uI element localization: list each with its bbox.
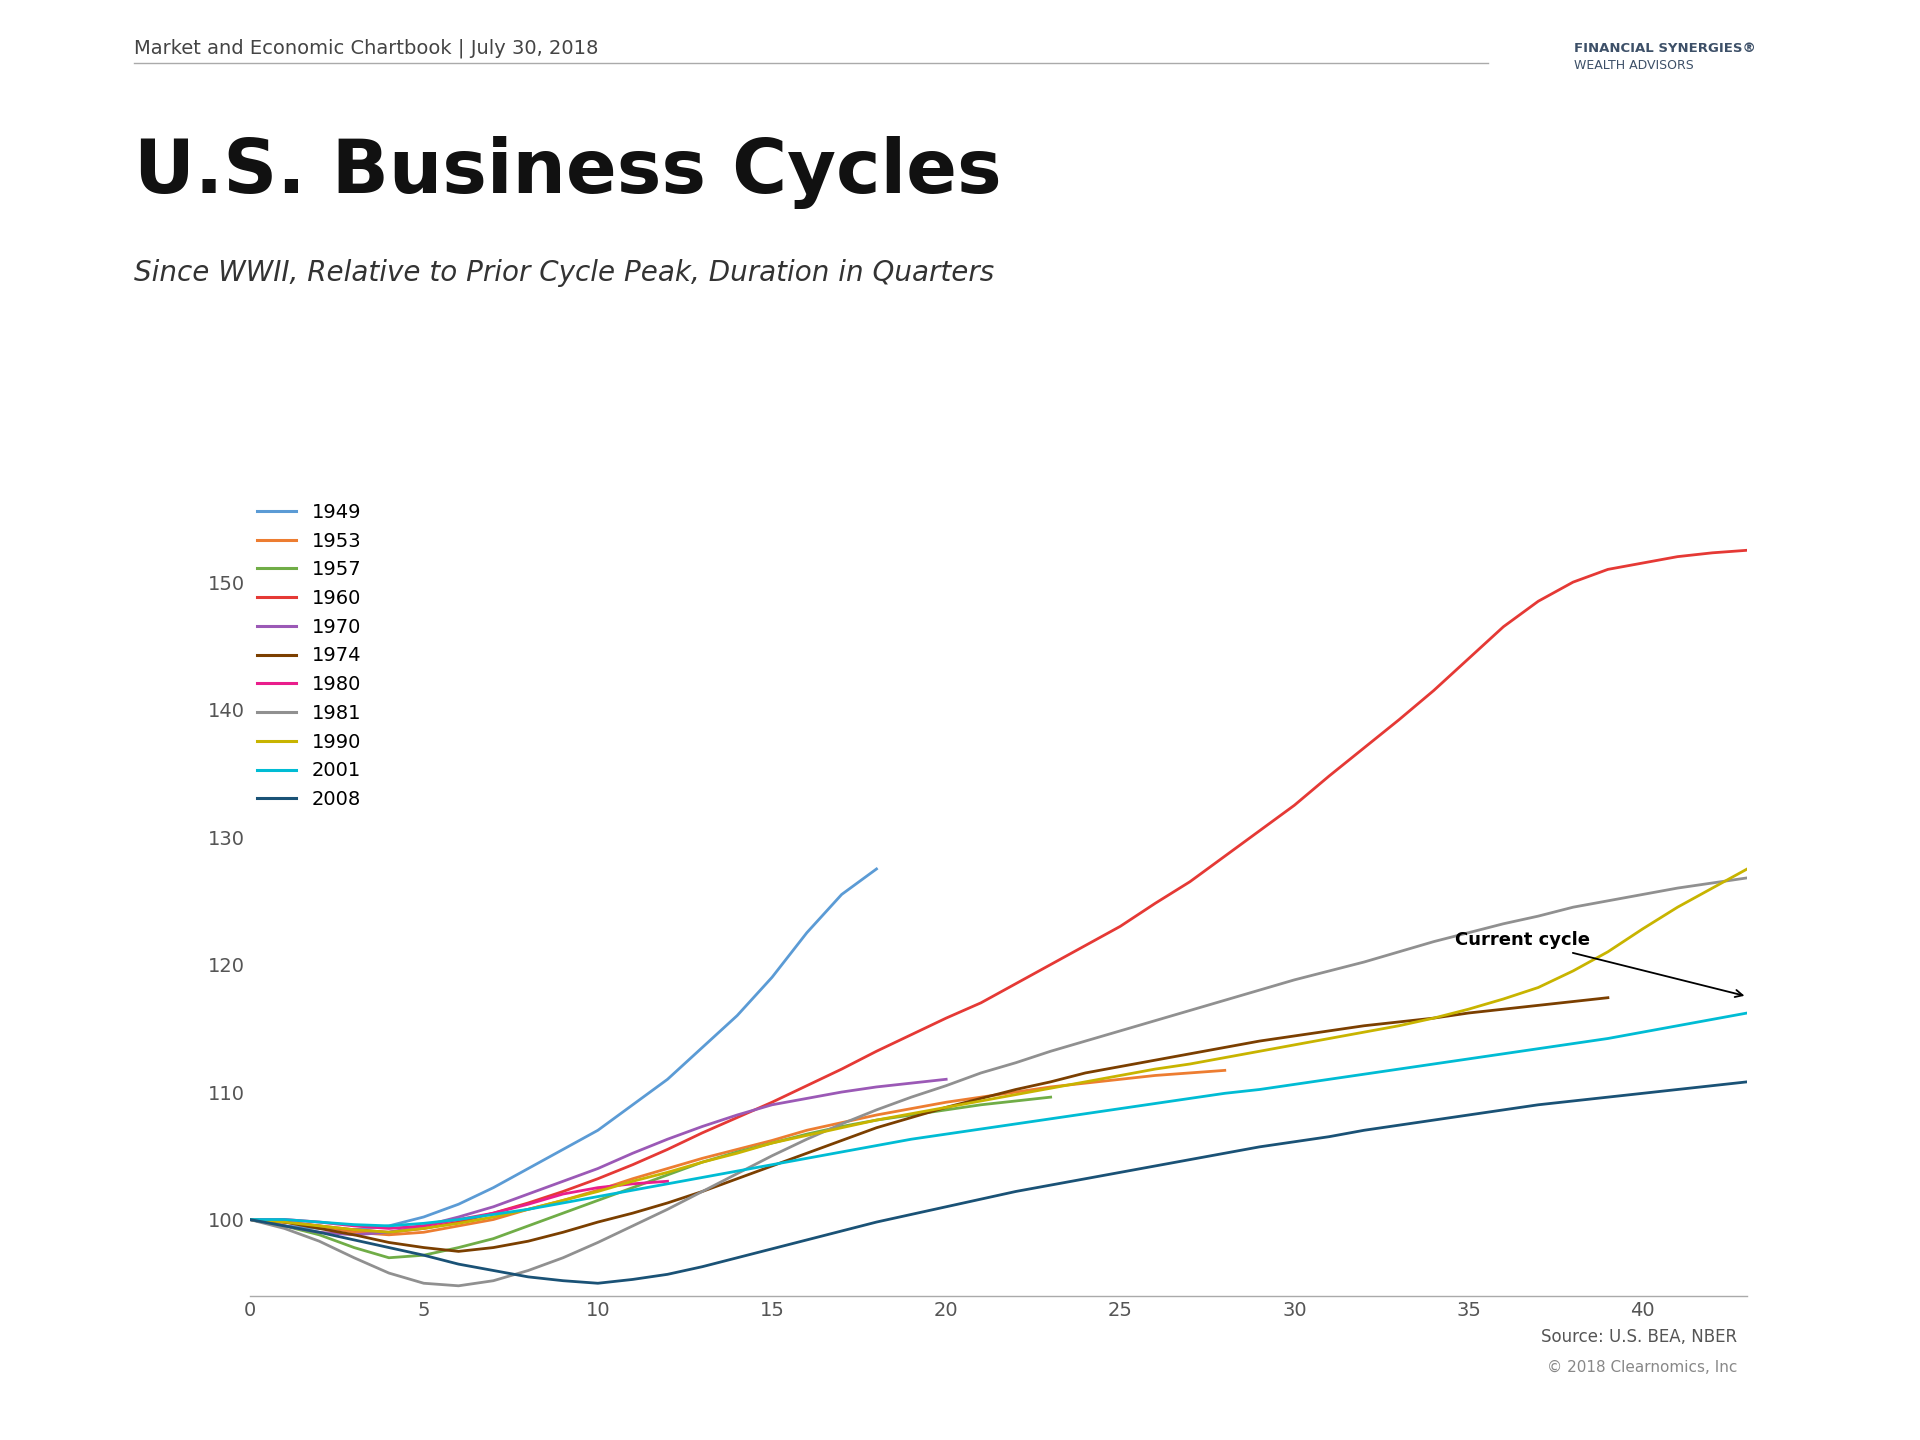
- Text: Since WWII, Relative to Prior Cycle Peak, Duration in Quarters: Since WWII, Relative to Prior Cycle Peak…: [134, 259, 995, 287]
- Text: © 2018 Clearnomics, Inc: © 2018 Clearnomics, Inc: [1548, 1361, 1738, 1375]
- Text: Market and Economic Chartbook | July 30, 2018: Market and Economic Chartbook | July 30,…: [134, 37, 599, 58]
- Text: WEALTH ADVISORS: WEALTH ADVISORS: [1574, 59, 1693, 72]
- Text: FINANCIAL SYNERGIES®: FINANCIAL SYNERGIES®: [1574, 42, 1757, 55]
- Text: U.S. Business Cycles: U.S. Business Cycles: [134, 135, 1002, 209]
- Text: U.S. Economy: U.S. Economy: [60, 310, 79, 433]
- Legend: 1949, 1953, 1957, 1960, 1970, 1974, 1980, 1981, 1990, 2001, 2008: 1949, 1953, 1957, 1960, 1970, 1974, 1980…: [250, 495, 369, 816]
- Text: Current cycle: Current cycle: [1455, 932, 1743, 996]
- Text: Source: U.S. BEA, NBER: Source: U.S. BEA, NBER: [1542, 1328, 1738, 1346]
